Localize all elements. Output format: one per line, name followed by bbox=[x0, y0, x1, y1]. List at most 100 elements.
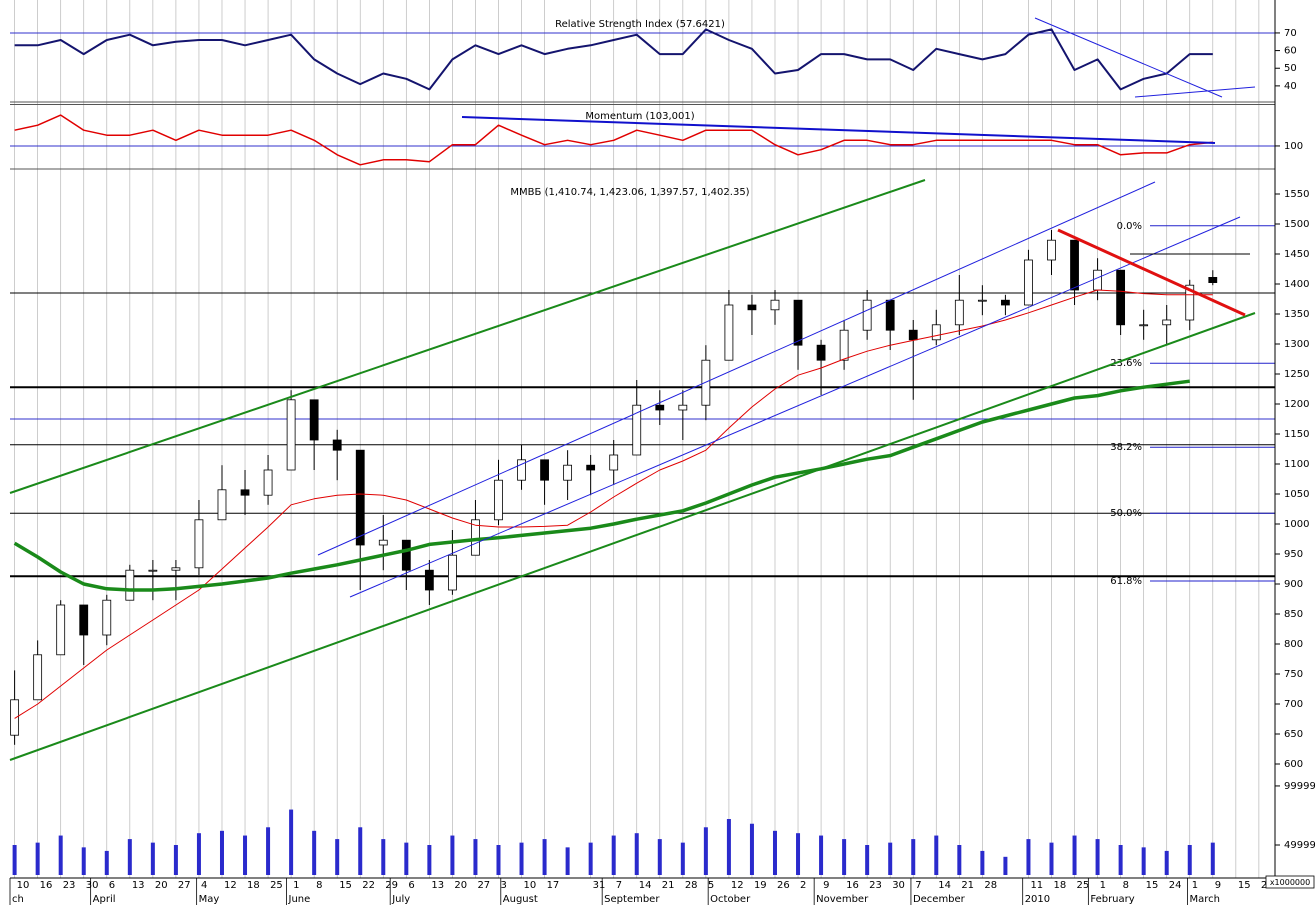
x-tick-label: 3 bbox=[500, 880, 506, 891]
candle-body bbox=[1208, 276, 1218, 283]
candle-body bbox=[217, 489, 227, 521]
y-tick-label: 1400 bbox=[1284, 279, 1309, 290]
y-tick-label: 850 bbox=[1284, 609, 1303, 620]
fib-label: 61.8% bbox=[1110, 576, 1142, 587]
candle-body bbox=[401, 539, 411, 571]
x-tick-label: 13 bbox=[431, 880, 444, 891]
month-label: August bbox=[503, 894, 538, 905]
volume-bar bbox=[289, 809, 294, 875]
candle-body bbox=[33, 654, 43, 701]
y-tick-label: 60 bbox=[1284, 46, 1297, 57]
y-tick-label: 700 bbox=[1284, 699, 1303, 710]
volume-bar bbox=[1003, 856, 1008, 875]
candle-body bbox=[148, 569, 158, 572]
candle-body bbox=[517, 459, 526, 481]
volume-bar bbox=[865, 845, 870, 875]
volume-bar bbox=[127, 839, 132, 875]
candle-body bbox=[977, 299, 987, 302]
volume-bar bbox=[772, 830, 777, 875]
x-tick-label: 25 bbox=[270, 880, 283, 891]
candle-body bbox=[655, 404, 665, 411]
y-tick-label: 950 bbox=[1284, 549, 1303, 560]
x-tick-label: 23 bbox=[63, 880, 76, 891]
volume-bar bbox=[957, 845, 962, 875]
candle-body bbox=[1093, 269, 1102, 291]
volume-bar bbox=[219, 830, 224, 875]
y-tick-label: 800 bbox=[1284, 639, 1303, 650]
fib-label: 38.2% bbox=[1110, 442, 1142, 453]
y-tick-label: 49999 bbox=[1284, 840, 1315, 851]
x-tick-label: 25 bbox=[1077, 880, 1090, 891]
candle-body bbox=[701, 359, 711, 406]
x-tick-label: 7 bbox=[616, 880, 622, 891]
y-tick-label: 1350 bbox=[1284, 309, 1309, 320]
trend-line bbox=[317, 181, 1156, 556]
series-line bbox=[13, 379, 1190, 592]
month-label: May bbox=[199, 894, 220, 905]
candle-body bbox=[586, 464, 596, 471]
month-label: 2010 bbox=[1025, 894, 1050, 905]
y-tick-label: 600 bbox=[1284, 759, 1303, 770]
x-tick-label: 15 bbox=[1146, 880, 1159, 891]
candle-body bbox=[540, 459, 549, 481]
volume-bar bbox=[404, 842, 409, 875]
rsi-title: Relative Strength Index (57.6421) bbox=[555, 19, 725, 30]
y-tick-label: 1300 bbox=[1284, 339, 1309, 350]
x-tick-label: 10 bbox=[17, 880, 30, 891]
x-tick-label: 20 bbox=[155, 880, 168, 891]
x-tick-label: 6 bbox=[109, 880, 115, 891]
candle-body bbox=[1001, 299, 1010, 306]
x-tick-label: 21 bbox=[662, 880, 675, 891]
candle-body bbox=[1162, 319, 1172, 326]
x-tick-label: 14 bbox=[938, 880, 951, 891]
candle-body bbox=[309, 399, 319, 441]
volume-bar bbox=[1210, 842, 1215, 875]
x-tick-label: 9 bbox=[823, 880, 829, 891]
trend-line bbox=[9, 179, 926, 494]
candle-body bbox=[424, 569, 434, 591]
month-label: April bbox=[93, 894, 116, 905]
series-line bbox=[14, 289, 1213, 719]
volume-bar bbox=[1095, 839, 1100, 875]
volume-bar bbox=[496, 845, 501, 875]
candle-body bbox=[56, 604, 66, 656]
volume-bar bbox=[842, 839, 847, 875]
candle-body bbox=[954, 299, 964, 326]
x-tick-label: 11 bbox=[1030, 880, 1043, 891]
volume-bar bbox=[1072, 835, 1077, 875]
month-label: June bbox=[288, 894, 311, 905]
volume-bar bbox=[703, 827, 708, 875]
x-tick-label: 10 bbox=[524, 880, 537, 891]
candle-body bbox=[240, 489, 250, 496]
candle-body bbox=[378, 539, 388, 546]
y-tick-label: 1450 bbox=[1284, 249, 1309, 260]
y-tick-label: 750 bbox=[1284, 669, 1303, 680]
x-tick-label: 18 bbox=[1053, 880, 1066, 891]
candle-body bbox=[355, 449, 365, 546]
series-line bbox=[14, 114, 1213, 166]
volume-bar bbox=[588, 842, 593, 875]
volume-bar bbox=[888, 842, 893, 875]
candle-body bbox=[609, 454, 619, 471]
volume-bar bbox=[749, 823, 754, 875]
x-tick-label: 20 bbox=[454, 880, 467, 891]
x-tick-label: 30 bbox=[892, 880, 905, 891]
x-tick-label: 23 bbox=[869, 880, 882, 891]
candle-body bbox=[747, 304, 757, 311]
x-tick-label: 12 bbox=[224, 880, 237, 891]
volume-bar bbox=[81, 847, 86, 875]
x-tick-label: 13 bbox=[132, 880, 145, 891]
x-tick-label: 7 bbox=[915, 880, 921, 891]
volume-bar bbox=[335, 839, 340, 875]
volume-bar bbox=[243, 835, 248, 875]
month-label: ch bbox=[12, 894, 24, 905]
candle-body bbox=[862, 299, 872, 331]
volume-bar bbox=[980, 850, 985, 875]
volume-bar bbox=[266, 827, 271, 875]
candle-body bbox=[1116, 269, 1126, 326]
month-label: March bbox=[1189, 894, 1219, 905]
x-tick-label: 4 bbox=[201, 880, 207, 891]
trend-line bbox=[9, 312, 1256, 761]
y-tick-label: 50 bbox=[1284, 63, 1297, 74]
